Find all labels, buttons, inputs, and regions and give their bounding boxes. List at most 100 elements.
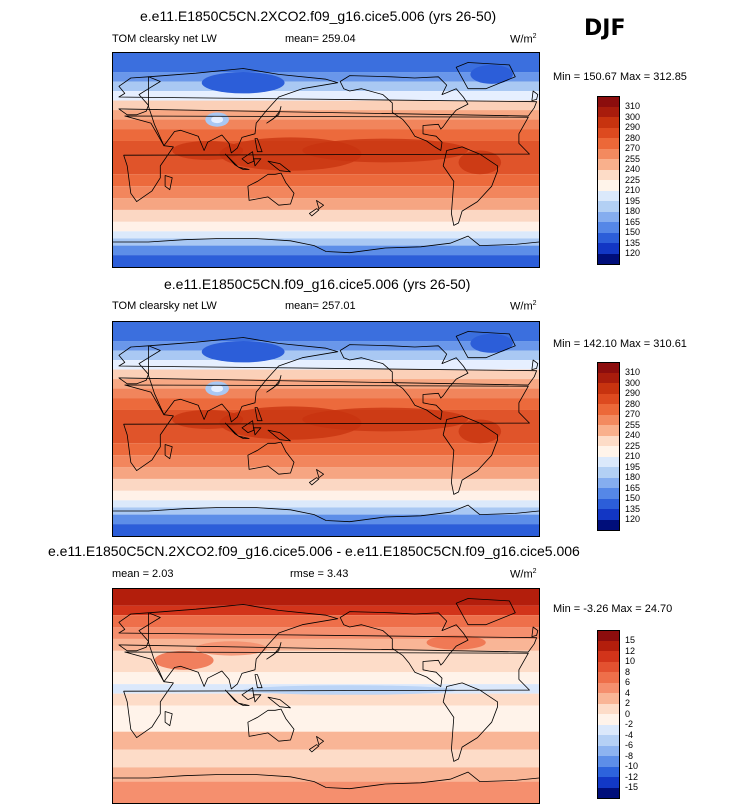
colorbar-label: 180	[625, 206, 641, 216]
colorbar-swatch	[597, 169, 620, 181]
colorbar-swatch	[597, 383, 620, 394]
colorbar-swatch	[597, 509, 620, 520]
colorbar-swatch	[597, 498, 620, 510]
coastline	[253, 427, 262, 436]
panel2-units: W/m2	[510, 300, 537, 313]
colorbar-label: 15	[625, 635, 636, 645]
map-zone-band	[113, 731, 539, 750]
colorbar-swatch	[597, 630, 620, 641]
coastline	[253, 694, 262, 703]
colorbar-swatch	[597, 672, 620, 683]
coastline	[123, 115, 530, 203]
panel2-variable: TOM clearsky net LW	[112, 300, 217, 312]
map-warm-pool	[458, 419, 502, 444]
colorbar-label: 300	[625, 377, 641, 388]
colorbar-swatch	[597, 222, 620, 233]
colorbar-label: 270	[625, 143, 641, 153]
map-zone-band	[113, 514, 539, 525]
map-anomaly-blob	[154, 650, 214, 670]
coastline	[442, 146, 499, 226]
coastline	[267, 696, 291, 709]
colorbar-swatch	[597, 96, 620, 107]
map-zone-band	[113, 467, 539, 479]
coastline	[253, 158, 262, 167]
colorbar-label: 280	[625, 132, 641, 143]
colorbar-label: 2	[625, 698, 631, 708]
panel1-minmax: Min = 150.67 Max = 312.85	[553, 71, 687, 83]
map-zone-band	[113, 388, 539, 399]
colorbar-swatch	[597, 425, 620, 436]
colorbar-label: 195	[625, 461, 641, 472]
coastline	[148, 337, 339, 423]
colorbar-label: 270	[625, 409, 641, 419]
map-cold-spot	[201, 72, 285, 94]
coastline	[531, 90, 539, 101]
colorbar-label: 300	[625, 111, 641, 122]
colorbar-label: 135	[625, 237, 641, 248]
colorbar-swatch	[597, 117, 620, 128]
colorbar-label: 210	[625, 185, 641, 195]
coastline	[442, 415, 499, 495]
coastline	[339, 611, 469, 687]
colorbar-label: 0	[625, 708, 631, 719]
map-warm-pool	[458, 150, 502, 175]
map-zone-band	[113, 360, 539, 370]
colorbar-swatch	[597, 661, 620, 673]
map-zone-band	[113, 781, 539, 803]
map-zone-band	[113, 221, 539, 232]
coastline	[247, 708, 295, 742]
coastline	[238, 435, 250, 439]
coastline	[266, 106, 282, 124]
coastline	[316, 468, 325, 479]
colorbar-label: 255	[625, 153, 641, 164]
coastline	[254, 138, 263, 153]
colorbar-label: -4	[625, 729, 634, 740]
panel1-title: e.e11.E1850C5CN.2XCO2.f09_g16.cice5.006 …	[140, 8, 497, 24]
colorbar-swatch	[597, 253, 620, 265]
coastline	[238, 166, 250, 170]
colorbar-swatch	[597, 138, 620, 149]
colorbar-swatch	[597, 651, 620, 662]
colorbar-label: -8	[625, 750, 634, 761]
coastline	[123, 651, 530, 739]
coastline	[455, 331, 516, 359]
colorbar-swatch	[597, 232, 620, 244]
map-zone-band	[113, 91, 539, 101]
map-zone-band	[113, 72, 539, 82]
map-zone-band	[113, 524, 539, 536]
coastline	[455, 62, 516, 90]
panel2-title: e.e11.E1850C5CN.f09_g16.cice5.006 (yrs 2…	[164, 276, 471, 292]
colorbar-swatch	[597, 211, 620, 223]
map-zone-band	[113, 129, 539, 141]
map-zone-band	[113, 53, 539, 73]
map-zone-band	[113, 186, 539, 199]
map-zone-band	[113, 500, 539, 508]
map-zone-band	[113, 255, 539, 267]
coastline-antarctica	[113, 235, 539, 254]
coastline	[247, 441, 295, 475]
colorbar-label: 225	[625, 174, 641, 185]
coastline	[164, 175, 173, 191]
colorbar-swatch	[597, 756, 620, 767]
coastline	[308, 477, 320, 486]
map-zone-band	[113, 589, 539, 606]
coastline	[254, 674, 263, 689]
map-zone-band	[113, 110, 539, 120]
map-zone-band	[113, 238, 539, 246]
colorbar-swatch	[597, 243, 620, 254]
map-zone-band	[113, 245, 539, 256]
colorbar-label: 210	[625, 451, 641, 461]
colorbar-label: 10	[625, 656, 636, 666]
coastline	[455, 598, 516, 626]
coastline	[225, 422, 239, 437]
coastline	[266, 642, 282, 660]
colorbar-swatch	[597, 404, 620, 415]
colorbar-label: 135	[625, 503, 641, 514]
coastline	[254, 407, 263, 422]
coastline	[247, 172, 295, 206]
map-zone-band	[113, 119, 539, 130]
colorbar-swatch	[597, 180, 620, 191]
panel2-minmax: Min = 142.10 Max = 310.61	[553, 338, 687, 350]
coastline	[123, 384, 530, 472]
colorbar-label: 120	[625, 514, 641, 524]
